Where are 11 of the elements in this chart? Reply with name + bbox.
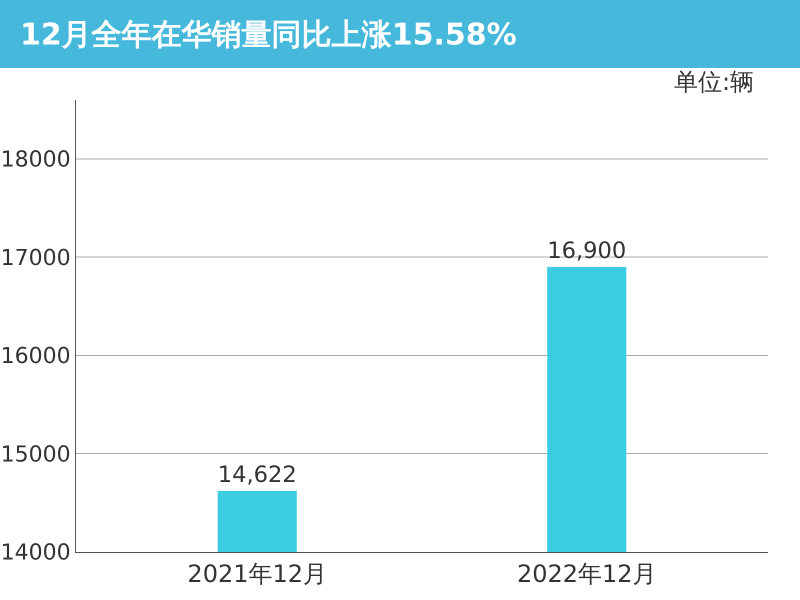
y-tick-label: 17000 bbox=[0, 246, 71, 271]
y-tick-label: 18000 bbox=[0, 148, 71, 173]
x-tick-label: 2022年12月 bbox=[516, 560, 657, 588]
data-label: 16,900 bbox=[547, 238, 626, 264]
text: 单位:辆 bbox=[674, 68, 754, 96]
data-label: 14,622 bbox=[218, 462, 297, 488]
x-tick-label: 2021年12月 bbox=[187, 560, 328, 588]
y-tick-label: 14000 bbox=[0, 540, 71, 566]
y-tick-label: 16000 bbox=[0, 344, 71, 370]
y-tick-label: 15000 bbox=[0, 442, 71, 468]
chart-title: 12月全年在华销量同比上涨15.58% bbox=[20, 18, 517, 52]
